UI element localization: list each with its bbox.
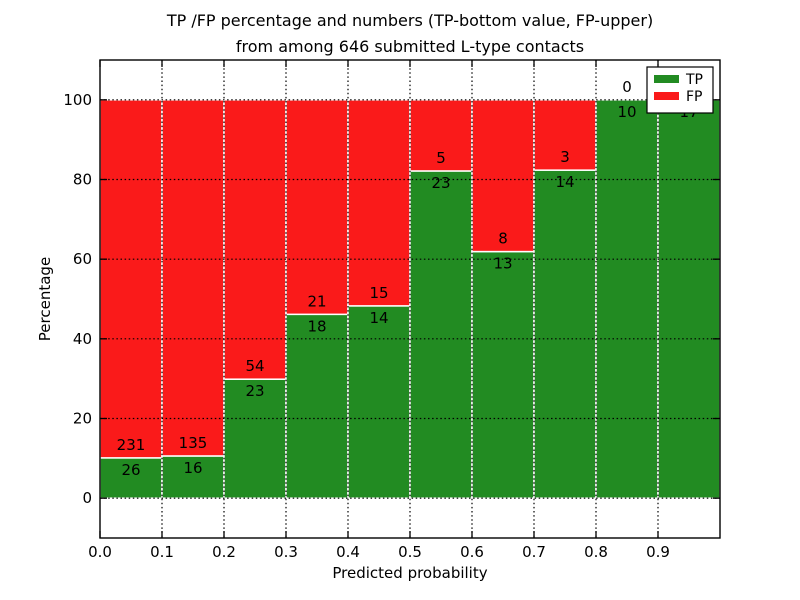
bar-segment-tp — [409, 170, 473, 499]
x-tick-label: 0.3 — [274, 543, 298, 561]
x-tick-label: 0.4 — [336, 543, 360, 561]
legend-box — [646, 66, 714, 114]
tp-count-label: 23 — [431, 174, 450, 192]
legend-swatch-fp — [654, 92, 679, 100]
bar-segment-tp — [471, 250, 535, 499]
tick-labels-layer: 0.0 0.1 0.2 0.3 0.4 0.5 0.6 0.7 0.8 0.9 0 20 40 60 80 1… — [63, 91, 670, 561]
legend-label-tp: TP — [685, 72, 703, 88]
fp-count-label: 0 — [622, 78, 632, 96]
chart-title-line-1: TP /FP percentage and numbers (TP-bottom… — [166, 11, 653, 30]
fp-count-label: 54 — [245, 357, 264, 375]
bar-segment-fp — [285, 99, 349, 316]
fp-count-label: 135 — [179, 434, 208, 452]
bars-layer — [99, 99, 721, 499]
gridlines-layer — [100, 60, 720, 538]
fp-count-label: 3 — [560, 148, 570, 166]
x-tick-label: 0.6 — [460, 543, 484, 561]
tp-count-label: 13 — [493, 255, 512, 273]
bar-segment-tp — [223, 378, 287, 499]
x-tick-label: 0.9 — [646, 543, 670, 561]
bar-segment-fp — [99, 99, 163, 459]
bar-segment-fp — [223, 99, 287, 380]
axes-layer — [99, 59, 721, 539]
tp-count-label: 14 — [555, 173, 574, 191]
tp-count-label: 23 — [245, 382, 264, 400]
tp-count-label: 16 — [183, 459, 202, 477]
x-tick-label: 0.5 — [398, 543, 422, 561]
fp-count-label: 8 — [498, 230, 508, 248]
tp-count-label: 26 — [121, 461, 140, 479]
y-axis-label: Percentage — [36, 257, 54, 341]
bar-segment-tp — [347, 305, 411, 499]
tp-count-label: 10 — [617, 103, 636, 121]
legend-label-fp: FP — [686, 89, 703, 105]
bar-segment-tp — [595, 99, 659, 499]
bar-segment-tp — [533, 169, 597, 499]
y-tick-label: 40 — [73, 330, 92, 348]
bar-segment-fp — [347, 99, 411, 307]
y-tick-label: 100 — [63, 91, 92, 109]
y-tick-label: 80 — [73, 171, 92, 189]
x-tick-label: 0.2 — [212, 543, 236, 561]
y-tick-label: 0 — [82, 489, 92, 507]
y-tick-label: 20 — [73, 410, 92, 428]
fp-count-label: 231 — [117, 436, 146, 454]
chart-title-line-2: from among 646 submitted L-type contacts — [236, 37, 584, 56]
bar-segment-tp — [285, 313, 349, 499]
x-axis-label: Predicted probability — [332, 564, 487, 582]
bar-value-labels-layer: 2312613516542321181514523813314010017 — [117, 78, 699, 479]
bar-segment-fp — [409, 99, 473, 172]
x-tick-label: 0.1 — [150, 543, 174, 561]
y-tick-label: 60 — [73, 250, 92, 268]
bar-segment-fp — [161, 99, 225, 457]
fp-count-label: 5 — [436, 149, 446, 167]
x-tick-label: 0.8 — [584, 543, 608, 561]
tp-count-label: 14 — [369, 309, 388, 327]
legend-swatch-tp — [654, 75, 679, 83]
tp-count-label: 18 — [307, 317, 326, 335]
x-tick-label: 0.7 — [522, 543, 546, 561]
bar-segment-tp — [657, 99, 721, 499]
fp-count-label: 15 — [369, 284, 388, 302]
x-tick-label: 0.0 — [88, 543, 112, 561]
fp-count-label: 21 — [307, 292, 326, 310]
